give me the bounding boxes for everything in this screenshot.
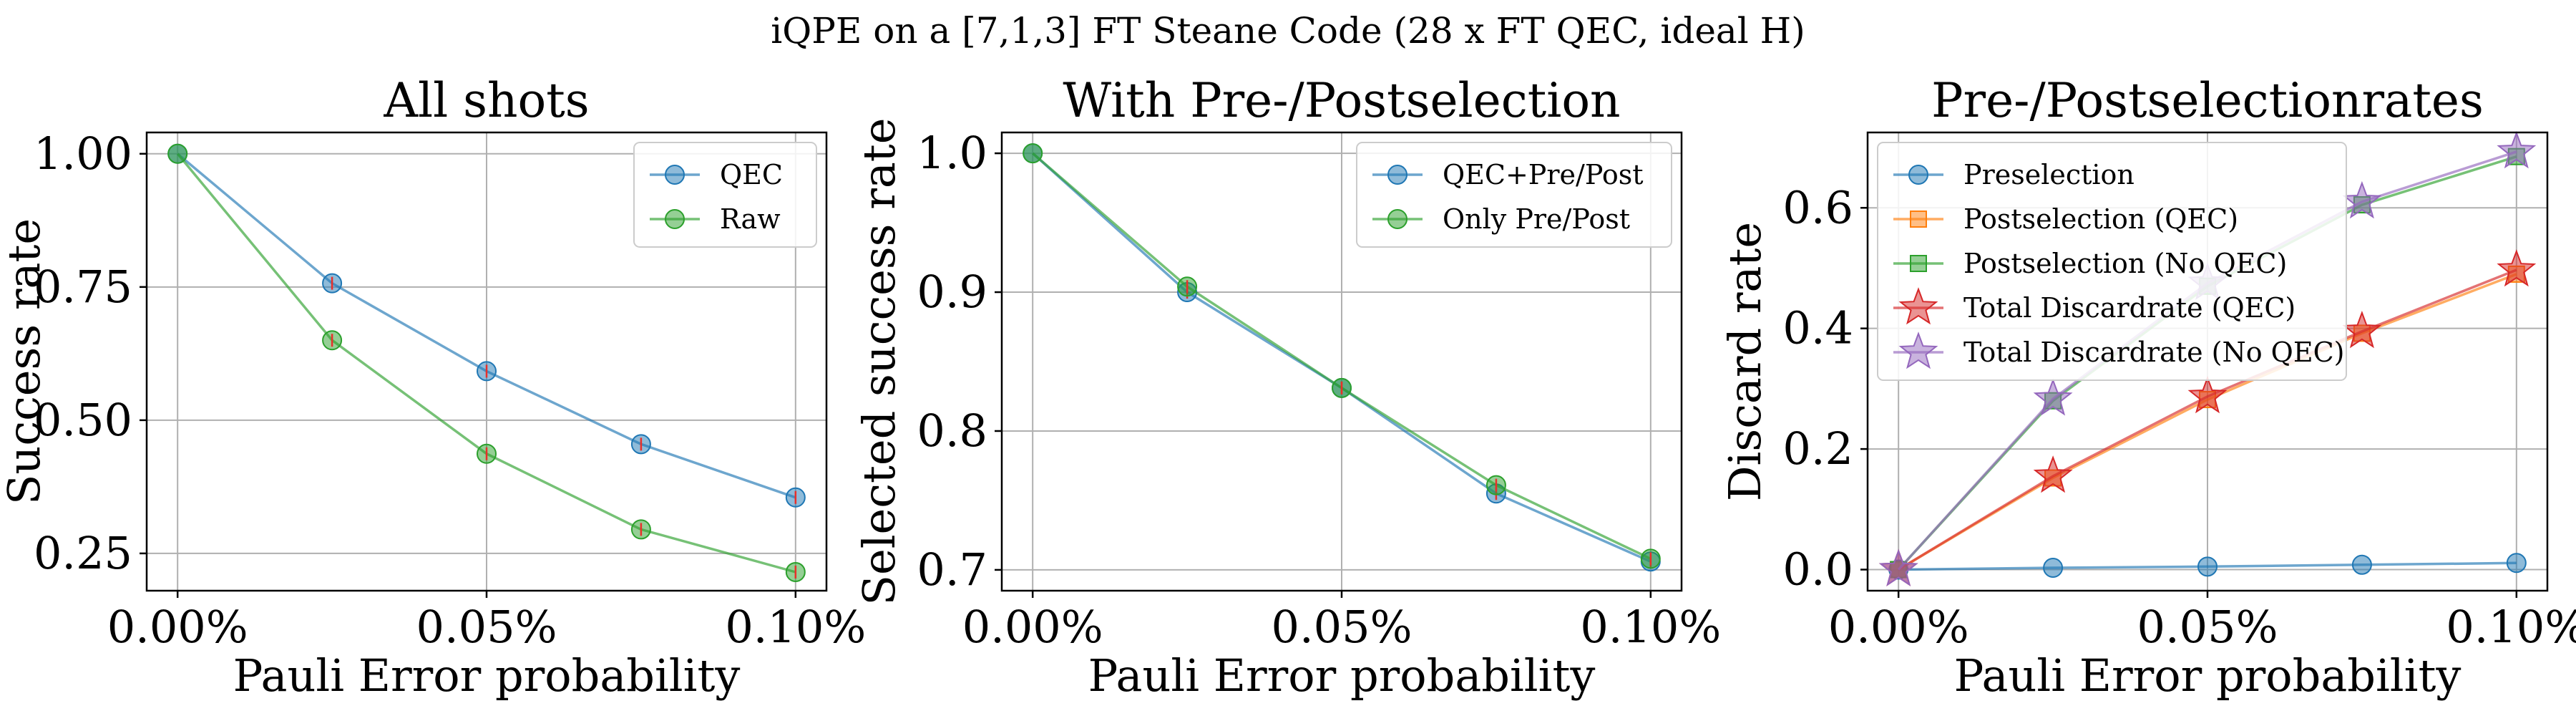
legend-box bbox=[1356, 142, 1672, 248]
data-point bbox=[1023, 143, 1043, 164]
panel-title: With Pre-/Postselection bbox=[1063, 73, 1620, 128]
y-tick-label: 1.00 bbox=[34, 127, 132, 180]
y-tick-label: 0.4 bbox=[1782, 302, 1853, 354]
y-tick-label: 0.50 bbox=[34, 394, 132, 446]
legend-entry-label: Total Discardrate (QEC) bbox=[1963, 292, 2296, 324]
x-tick-label: 0.00% bbox=[107, 601, 248, 653]
x-tick-label: 0.10% bbox=[725, 601, 866, 653]
data-point bbox=[2506, 553, 2527, 574]
y-tick-label: 0.25 bbox=[34, 527, 132, 579]
data-point bbox=[2033, 378, 2073, 416]
x-tick-label: 0.10% bbox=[1580, 601, 1721, 653]
data-point bbox=[2033, 455, 2073, 493]
data-point bbox=[2497, 249, 2537, 287]
legend-entry-label: QEC+Pre/Post bbox=[1443, 159, 1644, 190]
y-tick-label: 0.9 bbox=[917, 266, 987, 318]
legend-marker bbox=[1898, 287, 1938, 325]
data-point bbox=[1878, 548, 1918, 586]
legend-marker bbox=[1908, 165, 1928, 185]
chart-panel-2: 0.00% 0.05% 0.10% 0.7 0.8 0.9 1.0 With Pre-/Pos… bbox=[853, 73, 1721, 702]
data-point bbox=[2497, 131, 2537, 169]
plots-container: 0.00% 0.05% 0.10% 0.25 0.50 0.75 1.00 All shots… bbox=[0, 73, 2576, 702]
legend-marker bbox=[1387, 165, 1407, 185]
data-point bbox=[2351, 554, 2372, 575]
data-point bbox=[167, 143, 188, 164]
x-tick-label: 0.05% bbox=[2137, 601, 2278, 653]
y-axis-label: Selected success rate bbox=[853, 118, 905, 606]
legend-entry-label: Total Discardrate (No QEC) bbox=[1963, 337, 2344, 368]
y-tick-label: 1.0 bbox=[917, 127, 987, 179]
panel-title: All shots bbox=[383, 73, 589, 128]
figure-suptitle: iQPE on a [7,1,3] FT Steane Code (28 x F… bbox=[771, 10, 1805, 52]
x-axis-label: Pauli Error probability bbox=[1954, 649, 2462, 702]
data-point bbox=[2187, 375, 2228, 414]
legend-entry-label: QEC bbox=[720, 159, 783, 190]
legend-entry-label: Only Pre/Post bbox=[1443, 203, 1630, 235]
y-tick-label: 0.8 bbox=[917, 405, 987, 457]
y-tick-label: 0.0 bbox=[1782, 543, 1853, 596]
chart-panel-1: 0.00% 0.05% 0.10% 0.25 0.50 0.75 1.00 All shots… bbox=[0, 73, 866, 702]
x-tick-label: 0.05% bbox=[1272, 601, 1413, 653]
legend-box bbox=[1877, 142, 2347, 381]
legend-marker bbox=[1910, 211, 1927, 228]
legend: QEC+Pre/Post Only Pre/Post bbox=[1356, 142, 1672, 248]
legend-marker bbox=[1910, 255, 1927, 272]
legend-entry-label: Postselection (No QEC) bbox=[1963, 248, 2287, 279]
y-tick-label: 0.7 bbox=[917, 543, 987, 596]
x-axis-label: Pauli Error probability bbox=[1088, 649, 1596, 702]
y-axis-label: Success rate bbox=[0, 218, 50, 505]
data-point bbox=[2043, 558, 2064, 578]
legend-marker bbox=[665, 165, 685, 185]
legend-entry-label: Raw bbox=[720, 203, 781, 235]
x-axis-label: Pauli Error probability bbox=[233, 649, 741, 702]
data-point bbox=[2197, 556, 2218, 577]
panel-title: Pre-/Postselectionrates bbox=[1931, 73, 2484, 128]
legend-entry-label: Postselection (QEC) bbox=[1963, 203, 2238, 235]
legend-marker bbox=[665, 209, 685, 229]
x-tick-label: 0.00% bbox=[962, 601, 1103, 653]
y-tick-label: 0.6 bbox=[1782, 181, 1853, 233]
legend-marker bbox=[1898, 332, 1938, 369]
y-axis-label: Discard rate bbox=[1719, 222, 1771, 501]
x-tick-label: 0.10% bbox=[2446, 601, 2576, 653]
legend-marker bbox=[1387, 209, 1407, 229]
x-tick-label: 0.00% bbox=[1828, 601, 1969, 653]
legend-entry-label: Preselection bbox=[1963, 159, 2135, 190]
legend: QEC Raw bbox=[633, 142, 817, 248]
x-tick-label: 0.05% bbox=[416, 601, 557, 653]
chart-panel-3: 0.00% 0.05% 0.10% 0.0 0.2 0.4 0.6 Pre-/Postsele… bbox=[1719, 73, 2576, 702]
y-tick-label: 0.2 bbox=[1782, 422, 1853, 475]
data-point bbox=[2342, 311, 2382, 349]
legend: Preselection Postselection (QEC) Postselec… bbox=[1877, 142, 2347, 381]
data-point bbox=[2342, 180, 2382, 219]
y-tick-label: 0.75 bbox=[34, 261, 132, 313]
